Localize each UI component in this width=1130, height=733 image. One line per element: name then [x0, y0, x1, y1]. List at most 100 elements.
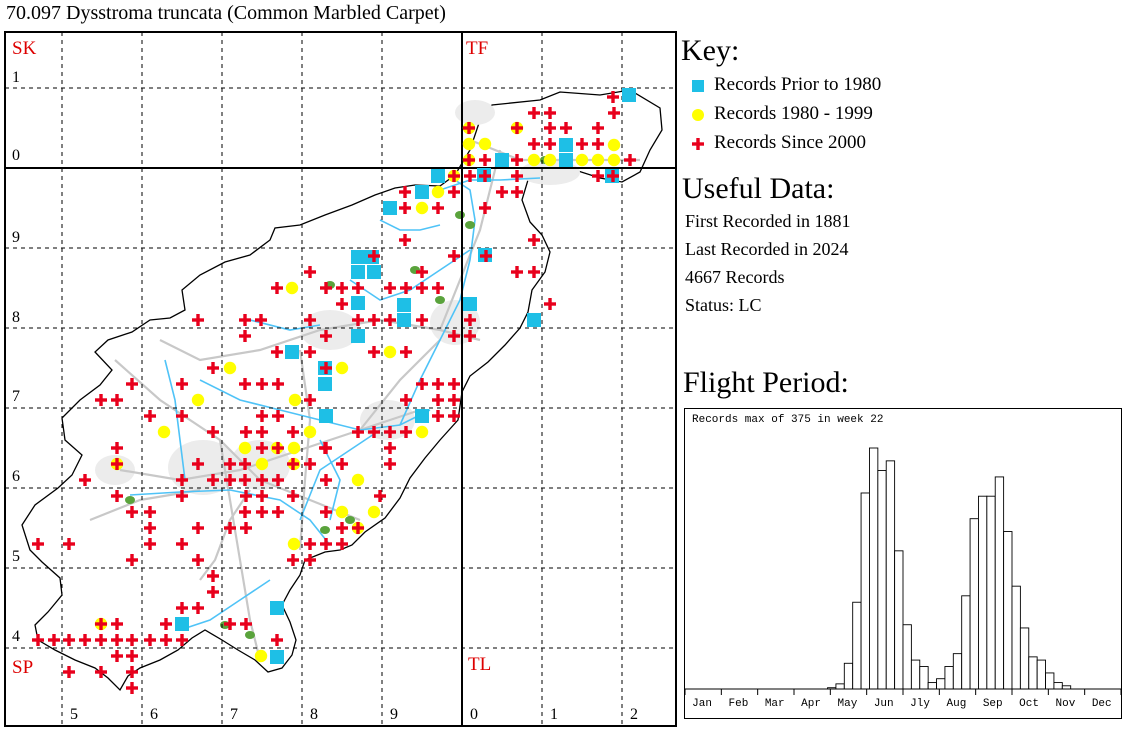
month-label: Jly [910, 698, 930, 710]
week-bar [877, 470, 887, 690]
record-since-2000 [448, 186, 460, 198]
record-since-2000 [111, 490, 123, 502]
record-since-2000 [48, 634, 60, 646]
record-count: 4667 Records [685, 267, 785, 287]
record-1980-1999 [288, 393, 302, 407]
grid-square-label: SK [12, 38, 37, 59]
easting-label: 5 [70, 706, 78, 723]
week-bar [902, 624, 912, 690]
week-bar [843, 662, 854, 690]
record-since-2000 [320, 506, 332, 518]
week-bar [978, 495, 988, 690]
record-since-2000 [448, 250, 460, 262]
record-since-2000 [126, 650, 138, 662]
record-since-2000 [271, 346, 283, 358]
record-prior-1980 [319, 409, 333, 423]
month-label: Jan [692, 698, 712, 710]
record-since-2000 [399, 186, 411, 198]
record-since-2000 [384, 442, 396, 454]
record-since-2000 [224, 522, 236, 534]
record-prior-1980 [351, 329, 365, 343]
easting-label: 1 [550, 706, 558, 723]
record-since-2000 [79, 474, 91, 486]
record-1980-1999 [303, 425, 317, 439]
road [114, 359, 361, 522]
record-1980-1999 [223, 361, 237, 375]
easting-label: 0 [470, 706, 478, 723]
record-since-2000 [544, 298, 556, 310]
record-since-2000 [352, 426, 364, 438]
square-marker-icon [690, 77, 712, 95]
river [249, 319, 321, 331]
record-since-2000 [511, 170, 523, 182]
week-bar [944, 666, 954, 690]
record-1980-1999 [591, 153, 605, 167]
record-since-2000 [176, 634, 188, 646]
record-prior-1980 [622, 88, 636, 102]
record-since-2000 [256, 442, 268, 454]
record-1980-1999 [351, 473, 365, 487]
record-since-2000 [368, 314, 380, 326]
record-since-2000 [304, 458, 316, 470]
flight-period-heading: Flight Period: [683, 366, 849, 399]
record-since-2000 [239, 506, 251, 518]
record-since-2000 [111, 458, 123, 470]
month-label: Dec [1091, 698, 1112, 710]
woodland [125, 496, 135, 504]
northing-label: 7 [12, 388, 20, 405]
record-since-2000 [304, 346, 316, 358]
record-since-2000 [240, 426, 252, 438]
record-since-2000 [400, 346, 412, 358]
month-label: Feb [728, 698, 749, 710]
week-bar [885, 460, 896, 690]
record-since-2000 [480, 250, 492, 262]
month-label: Sep [982, 698, 1003, 710]
record-since-2000 [144, 538, 156, 550]
woodland [345, 516, 355, 524]
record-prior-1980 [397, 313, 411, 327]
record-since-2000 [432, 394, 444, 406]
record-prior-1980 [415, 409, 429, 423]
record-since-2000 [256, 426, 268, 438]
record-1980-1999 [367, 505, 381, 519]
record-since-2000 [272, 378, 284, 390]
week-bar [1045, 672, 1055, 690]
record-since-2000 [479, 170, 491, 182]
record-since-2000 [384, 458, 396, 470]
record-since-2000 [144, 634, 156, 646]
record-prior-1980 [270, 650, 284, 664]
record-since-2000 [336, 458, 348, 470]
record-since-2000 [256, 490, 268, 502]
record-since-2000 [95, 666, 107, 678]
record-since-2000 [304, 266, 316, 278]
record-1980-1999 [287, 537, 301, 551]
record-since-2000 [272, 506, 284, 518]
record-since-2000 [256, 410, 268, 422]
record-prior-1980 [367, 265, 381, 279]
record-since-2000 [239, 458, 251, 470]
record-since-2000 [352, 314, 364, 326]
record-since-2000 [528, 234, 540, 246]
record-prior-1980 [527, 313, 541, 327]
record-since-2000 [287, 554, 299, 566]
record-since-2000 [63, 666, 75, 678]
woodland [320, 526, 330, 534]
week-bar [919, 666, 929, 690]
week-bar [1028, 656, 1038, 690]
record-since-2000 [255, 314, 267, 326]
record-since-2000 [111, 618, 123, 630]
record-since-2000 [399, 234, 411, 246]
record-since-2000 [544, 107, 556, 119]
record-since-2000 [432, 378, 444, 390]
record-prior-1980 [559, 138, 573, 152]
record-since-2000 [192, 314, 204, 326]
record-since-2000 [528, 138, 540, 150]
northing-label: 8 [12, 309, 20, 326]
record-since-2000 [176, 602, 188, 614]
grid-square-label: TL [468, 654, 491, 675]
record-1980-1999 [287, 441, 301, 455]
record-since-2000 [336, 522, 348, 534]
record-since-2000 [256, 378, 268, 390]
woodland [435, 296, 445, 304]
